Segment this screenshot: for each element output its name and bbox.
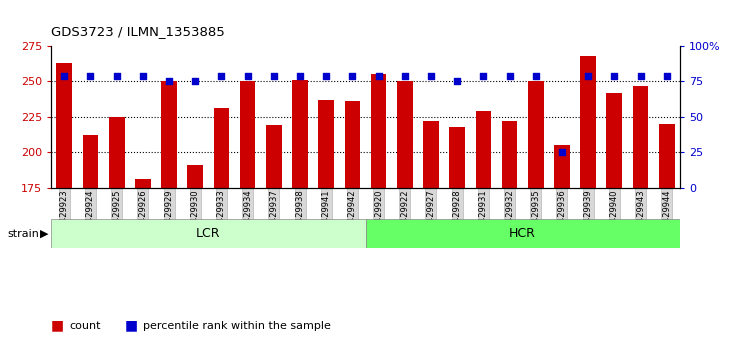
Point [294,73,306,79]
Point [268,73,280,79]
Text: percentile rank within the sample: percentile rank within the sample [143,321,330,331]
Bar [292,80,308,188]
Bar [187,165,203,188]
Bar [240,81,256,188]
Bar [51,219,366,248]
Point [58,73,70,79]
Text: ■: ■ [51,319,64,333]
Bar [475,111,491,188]
Bar [83,135,98,188]
Bar [371,74,387,188]
Text: GDS3723 / ILMN_1353885: GDS3723 / ILMN_1353885 [51,25,225,38]
Point [111,73,123,79]
Point [504,73,515,79]
Point [399,73,411,79]
Point [556,149,568,155]
Point [583,73,594,79]
Bar [366,219,680,248]
Point [530,73,542,79]
Bar [580,56,596,188]
Bar [161,81,177,188]
Bar [528,81,544,188]
Text: strain: strain [7,229,39,239]
Bar [450,127,465,188]
Point [477,73,489,79]
Point [451,79,463,84]
Bar [607,93,622,188]
Text: LCR: LCR [196,227,221,240]
Point [425,73,437,79]
Bar [213,108,230,188]
Point [137,73,148,79]
Bar [397,81,412,188]
Bar [344,101,360,188]
Bar [632,86,648,188]
Point [608,73,620,79]
Point [189,79,201,84]
Point [216,73,227,79]
Text: count: count [69,321,101,331]
Text: ▶: ▶ [40,229,49,239]
Bar [318,100,334,188]
Bar [56,63,72,188]
Text: HCR: HCR [510,227,536,240]
Point [635,73,646,79]
Bar [554,145,570,188]
Bar [423,121,439,188]
Point [320,73,332,79]
Text: ■: ■ [124,319,137,333]
Bar [135,179,151,188]
Point [242,73,254,79]
Point [85,73,96,79]
Point [373,73,385,79]
Point [163,79,175,84]
Bar [109,117,124,188]
Bar [659,124,675,188]
Bar [266,125,281,188]
Bar [501,121,518,188]
Point [346,73,358,79]
Point [661,73,673,79]
